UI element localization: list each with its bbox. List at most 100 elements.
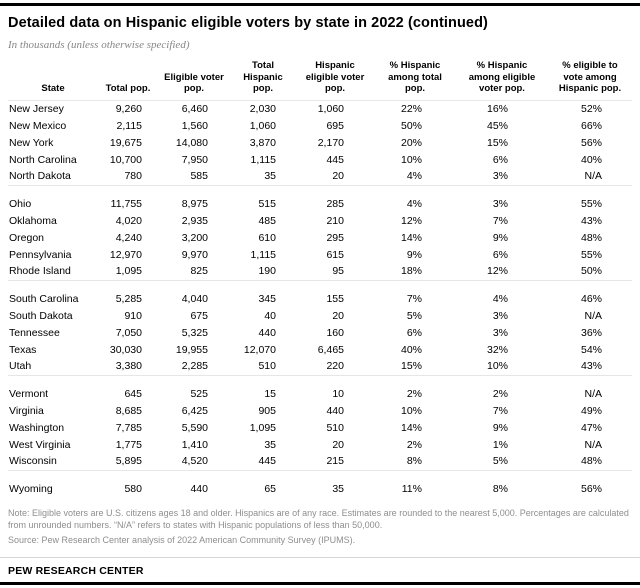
value-cell: 2% (406, 387, 422, 400)
value-cell: 10% (400, 404, 422, 417)
value-cell: 7,950 (181, 153, 208, 166)
value-cell: 1,095 (115, 265, 142, 278)
group-separator-cell (8, 374, 632, 385)
group-separator (8, 279, 632, 290)
source-text: Source: Pew Research Center analysis of … (8, 535, 356, 545)
value-cell: 20 (332, 170, 344, 183)
value-cell: 43% (580, 360, 602, 373)
value-cell: 36% (580, 326, 602, 339)
value-cell: 2% (492, 387, 508, 400)
value-cell: 7% (406, 292, 422, 305)
value-cell: 445 (326, 153, 344, 166)
table-row: West Virginia 1,775 1,410 35 20 2% 1% N/A (8, 436, 632, 453)
value-cell: 6% (406, 326, 422, 339)
value-cell: 445 (258, 455, 276, 468)
value-cell: 50% (580, 265, 602, 278)
value-cell: 3,380 (115, 360, 142, 373)
table-row: South Carolina 5,285 4,040 345 155 7% 4% 46% (8, 290, 632, 307)
value-cell: 4% (492, 292, 508, 305)
column-header: Eligible voter pop. (158, 60, 230, 101)
value-cell: 12,070 (243, 343, 276, 356)
column-header: % Hispanic among total pop. (374, 60, 456, 101)
value-cell: 35 (264, 438, 276, 451)
value-cell: 675 (190, 309, 208, 322)
value-cell: 10% (486, 360, 508, 373)
note-text: Note: Eligible voters are U.S. citizens … (8, 508, 629, 530)
state-name: Oklahoma (9, 214, 57, 227)
value-cell: 1% (492, 438, 508, 451)
table-row: Oklahoma 4,020 2,935 485 210 12% 7% 43% (8, 212, 632, 229)
table-row: New York 19,675 14,080 3,870 2,170 20% 15% 56% (8, 134, 632, 151)
page-title: Detailed data on Hispanic eligible voter… (8, 15, 488, 31)
value-cell: 6,425 (181, 404, 208, 417)
value-cell: 4,020 (115, 214, 142, 227)
value-cell: 5% (406, 309, 422, 322)
value-cell: 20% (400, 136, 422, 149)
data-table: State Total pop. Eligible voter pop. Total … (8, 60, 632, 497)
state-name: Rhode Island (9, 265, 71, 278)
bottom-rule (0, 582, 640, 585)
value-cell: 40% (400, 343, 422, 356)
value-cell: 190 (258, 265, 276, 278)
state-name: Tennessee (9, 326, 60, 339)
state-name: North Dakota (9, 170, 71, 183)
value-cell: 54% (580, 343, 602, 356)
value-cell: 515 (258, 197, 276, 210)
table-row: Tennessee 7,050 5,325 440 160 6% 3% 36% (8, 324, 632, 341)
value-cell: 1,060 (317, 102, 344, 115)
column-header: % eligible to vote among Hispanic pop. (548, 60, 632, 101)
value-cell: 910 (124, 309, 142, 322)
table-row: Pennsylvania 12,970 9,970 1,115 615 9% 6% 55% (8, 246, 632, 263)
value-cell: 10% (400, 153, 422, 166)
value-cell: 210 (326, 214, 344, 227)
value-cell: 19,675 (109, 136, 142, 149)
state-name: New Mexico (9, 119, 67, 132)
value-cell: 1,115 (250, 248, 277, 261)
value-cell: 1,115 (250, 153, 277, 166)
value-cell: 5,895 (115, 455, 142, 468)
table-row: Washington 7,785 5,590 1,095 510 14% 9% 47% (8, 419, 632, 436)
value-cell: 6% (492, 153, 508, 166)
value-cell: 95 (332, 265, 344, 278)
value-cell: 55% (580, 248, 602, 261)
column-header: State (8, 60, 98, 101)
value-cell: 440 (258, 326, 276, 339)
value-cell: 40 (264, 309, 276, 322)
value-cell: 9% (406, 248, 422, 261)
value-cell: 9,260 (115, 102, 142, 115)
value-cell: 7% (492, 404, 508, 417)
value-cell: 285 (326, 197, 344, 210)
value-cell: 11,755 (110, 197, 142, 210)
table-row: Texas 30,030 19,955 12,070 6,465 40% 32% 54% (8, 341, 632, 358)
value-cell: 2% (406, 438, 422, 451)
table-row: Oregon 4,240 3,200 610 295 14% 9% 48% (8, 229, 632, 246)
value-cell: 10 (332, 387, 344, 400)
footer: PEW RESEARCH CENTER (0, 557, 640, 577)
value-cell: N/A (584, 170, 602, 183)
value-cell: 295 (326, 231, 344, 244)
value-cell: 1,775 (115, 438, 142, 451)
value-cell: N/A (584, 309, 602, 322)
value-cell: 12% (400, 214, 422, 227)
table-row: Vermont 645 525 15 10 2% 2% N/A (8, 385, 632, 402)
value-cell: 3% (492, 170, 508, 183)
value-cell: 46% (580, 292, 602, 305)
value-cell: 585 (190, 170, 208, 183)
state-name: Utah (9, 360, 32, 373)
column-header: Total Hispanic pop. (230, 60, 296, 101)
value-cell: 20 (332, 309, 344, 322)
value-cell: 510 (326, 421, 344, 434)
table-row: Wyoming 580 440 65 35 11% 8% 56% (8, 480, 632, 497)
value-cell: 35 (332, 482, 344, 495)
header-row: State Total pop. Eligible voter pop. Total … (8, 60, 632, 101)
column-header: % Hispanic among eligible voter pop. (456, 60, 548, 101)
state-name: Washington (9, 421, 65, 434)
value-cell: 50% (400, 119, 422, 132)
state-name: West Virginia (9, 438, 71, 451)
footer-rule (0, 557, 640, 558)
value-cell: 14% (400, 231, 422, 244)
value-cell: 2,935 (181, 214, 208, 227)
state-name: Ohio (9, 197, 32, 210)
value-cell: 16% (486, 102, 508, 115)
